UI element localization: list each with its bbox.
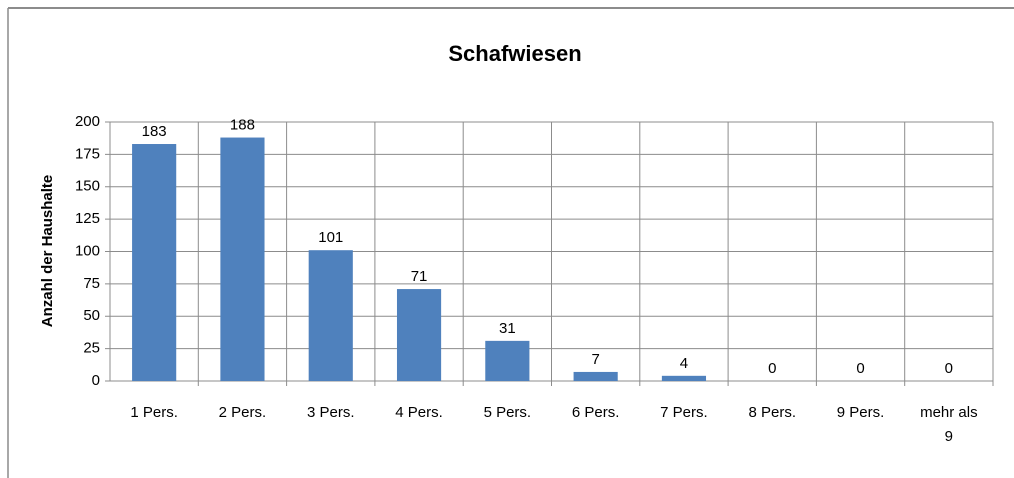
bar [661,375,707,381]
value-label: 31 [499,320,516,337]
bar [220,137,265,381]
value-label: 183 [142,123,167,140]
x-tick-label: 4 Pers. [395,404,443,421]
value-label: 0 [768,360,776,377]
bar [132,144,177,381]
value-label: 0 [856,360,864,377]
x-tick-label: 5 Pers. [483,404,532,421]
x-tick-label: 7 Pers. [660,404,708,421]
x-tick-label: 3 Pers. [306,404,355,421]
bar [308,250,353,381]
value-label: 0 [945,360,953,377]
y-tick-label: 0 [92,372,100,389]
bar [573,371,618,381]
x-tick-label: 8 Pers. [748,404,797,421]
x-tick-label: 1 Pers. [130,404,178,421]
value-label: 188 [230,117,255,134]
y-tick-label: 100 [75,242,100,259]
value-label: 7 [591,351,599,368]
y-tick-label: 125 [75,210,100,227]
value-label: 101 [318,229,343,246]
y-tick-label: 50 [83,307,100,324]
x-tick-label: 6 Pers. [571,404,620,421]
value-label: 4 [680,355,688,372]
value-label: 71 [411,268,428,285]
x-tick-label: 9 Pers. [836,404,885,421]
y-tick-label: 25 [83,340,100,357]
bar [396,289,442,381]
chart-title: Schafwiesen [448,41,581,66]
bar [485,340,530,381]
x-tick-label: mehr als 9 [920,404,978,445]
y-tick-label: 150 [75,178,100,195]
y-tick-label: 75 [83,275,100,292]
x-tick-label: 2 Pers. [218,404,267,421]
y-tick-label: 200 [75,113,100,130]
y-axis-label: Anzahl der Haushalte [39,175,56,328]
y-tick-label: 175 [75,145,100,162]
